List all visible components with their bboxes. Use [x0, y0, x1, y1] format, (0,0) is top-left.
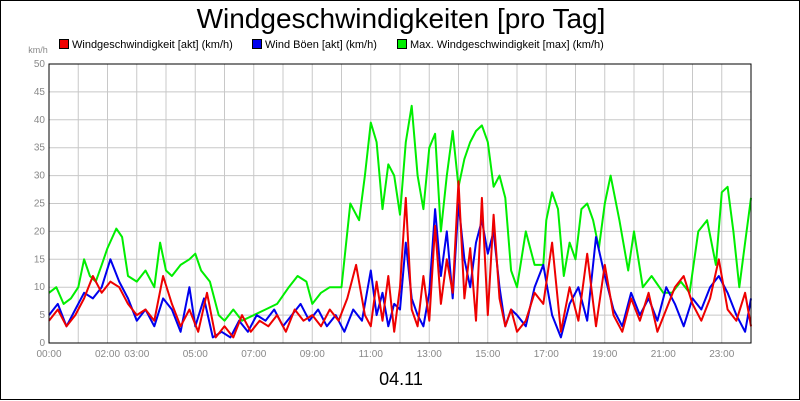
legend-label-wind-boeen: Wind Böen [akt] (km/h) [265, 39, 377, 51]
legend-item-max-windgeschwindigkeit: Max. Windgeschwindigkeit [max] (km/h) [397, 39, 604, 51]
y-axis-unit-label: km/h [28, 45, 48, 55]
x-tick-label: 23:00 [709, 349, 734, 360]
x-tick-label: 02:00 [95, 349, 120, 360]
y-tick-label: 20 [34, 226, 46, 237]
x-tick-label: 13:00 [417, 349, 442, 360]
chart-title: Windgeschwindigkeiten [pro Tag] [196, 3, 606, 34]
series-line-max-windgeschwindigkeit [48, 104, 752, 322]
series-line-wind-boeen [48, 202, 752, 339]
y-tick-label: 45 [34, 87, 46, 98]
legend-label-max-windgeschwindigkeit: Max. Windgeschwindigkeit [max] (km/h) [410, 39, 604, 51]
y-tick-label: 30 [34, 171, 46, 182]
y-tick-label: 50 [34, 59, 46, 70]
x-tick-label: 21:00 [651, 349, 676, 360]
x-tick-label: 17:00 [534, 349, 559, 360]
series-line-windgeschwindigkeit [48, 180, 752, 339]
x-tick-label: 05:00 [183, 349, 208, 360]
plot-border [48, 63, 752, 344]
y-tick-label: 10 [34, 282, 46, 293]
legend-item-wind-boeen: Wind Böen [akt] (km/h) [252, 39, 377, 51]
y-tick-label: 25 [34, 199, 46, 210]
x-tick-label: 07:00 [241, 349, 266, 360]
y-tick-label: 5 [39, 310, 45, 321]
x-tick-labels: 00:00 02:00 03:00 05:00 07:00 09:00 11:00 13:00… [36, 349, 734, 360]
y-tick-label: 0 [39, 338, 45, 349]
series-layer [48, 104, 752, 339]
legend-swatch-red [59, 39, 69, 49]
x-tick-label: 15:00 [475, 349, 500, 360]
x-tick-label: 03:00 [124, 349, 149, 360]
legend-label-windgeschwindigkeit: Windgeschwindigkeit [akt] (km/h) [72, 39, 233, 51]
date-label: 04.11 [379, 369, 423, 389]
legend-swatch-blue [252, 39, 262, 49]
x-tick-label: 11:00 [359, 349, 384, 360]
y-tick-label: 35 [34, 143, 46, 154]
legend-item-windgeschwindigkeit: Windgeschwindigkeit [akt] (km/h) [59, 39, 233, 51]
x-tick-label: 09:00 [300, 349, 325, 360]
x-tick-label: 00:00 [36, 349, 61, 360]
y-tick-label: 15 [34, 254, 46, 265]
x-tick-label: 19:00 [592, 349, 617, 360]
y-tick-labels: 0 5 10 15 20 25 30 35 40 45 50 [34, 59, 46, 349]
legend-swatch-green [397, 39, 407, 49]
y-tick-label: 40 [34, 115, 46, 126]
